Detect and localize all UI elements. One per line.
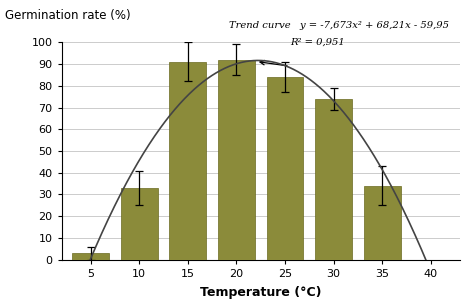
Bar	[73, 253, 109, 260]
Bar	[121, 188, 158, 260]
Bar	[169, 62, 206, 260]
Text: Germination rate (%): Germination rate (%)	[5, 9, 130, 22]
Bar	[266, 77, 303, 260]
Bar	[218, 60, 255, 260]
X-axis label: Temperature (°C): Temperature (°C)	[200, 286, 321, 299]
Bar	[364, 186, 401, 260]
Text: Trend curve   y = -7,673x² + 68,21x - 59,95: Trend curve y = -7,673x² + 68,21x - 59,9…	[229, 21, 449, 30]
Bar	[315, 99, 352, 260]
Text: R² = 0,951: R² = 0,951	[291, 38, 346, 47]
